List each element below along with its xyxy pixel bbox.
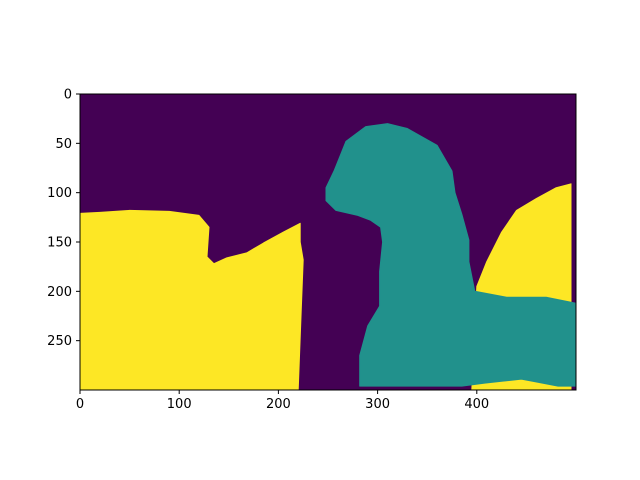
x-tick-label: 300 (365, 397, 390, 412)
y-tick-label: 100 (47, 186, 72, 201)
y-tick-label: 50 (55, 137, 72, 152)
object-region (325, 123, 576, 387)
y-axis: 0 50 100 150 200 250 (47, 88, 80, 349)
x-axis: 0 100 200 300 400 (76, 390, 489, 412)
y-tick-label: 200 (47, 285, 72, 300)
y-tick-label: 0 (64, 88, 72, 103)
plot-area (79, 93, 577, 391)
y-tick-label: 250 (47, 334, 72, 349)
foreground-region-left (80, 209, 304, 390)
x-tick-label: 0 (76, 397, 84, 412)
x-tick-label: 100 (167, 397, 192, 412)
x-tick-label: 200 (266, 397, 291, 412)
y-tick-label: 150 (47, 236, 72, 251)
x-tick-label: 400 (464, 397, 489, 412)
mask-regions (80, 123, 576, 390)
